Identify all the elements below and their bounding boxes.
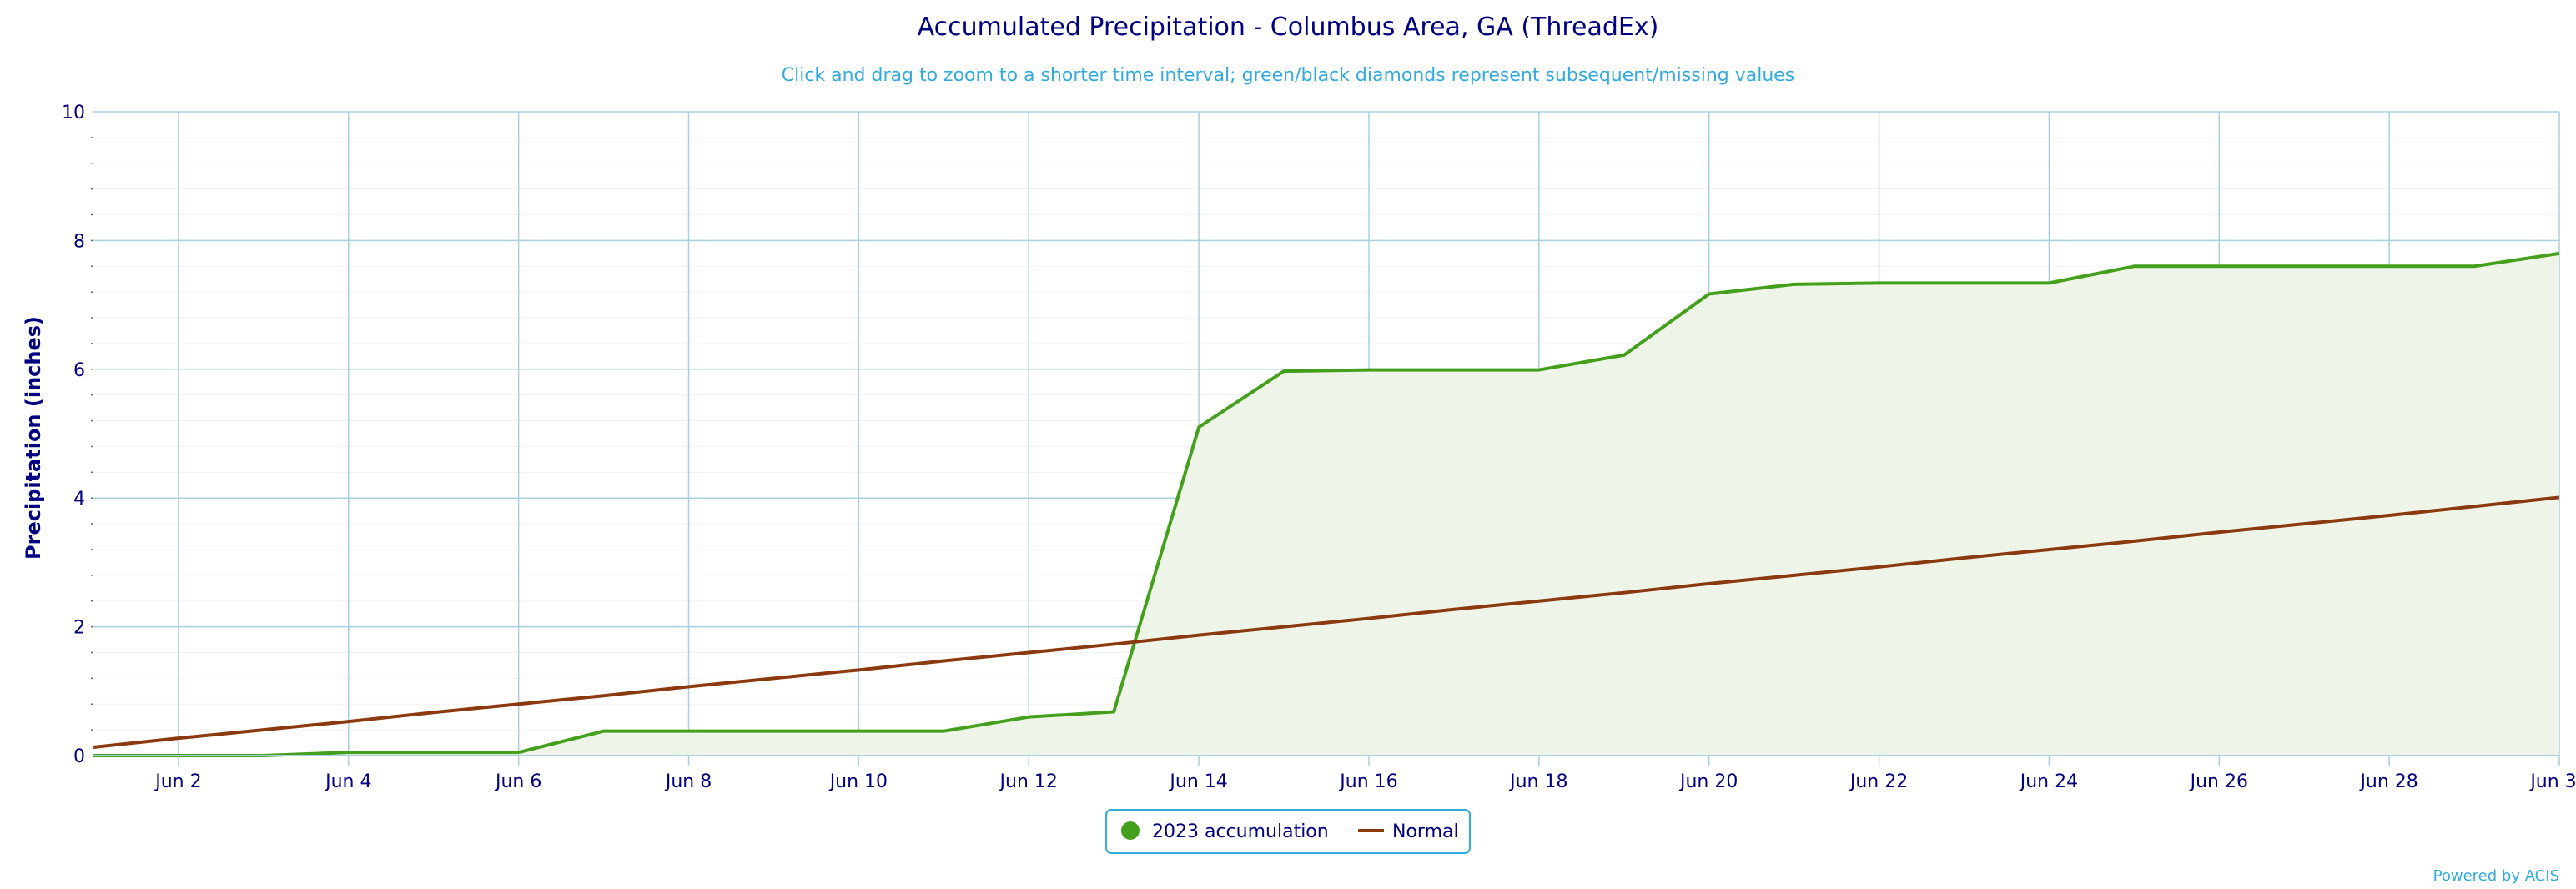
y-axis-title: Precipitation (inches)	[22, 316, 45, 560]
x-tick-label: Jun 26	[2189, 771, 2248, 792]
x-tick-label: Jun 18	[1508, 771, 1567, 792]
y-tick-label: 6	[73, 360, 85, 381]
x-tick-label: Jun 30	[2528, 771, 2576, 792]
y-tick-label: 2	[73, 618, 85, 639]
y-tick-label: 8	[73, 231, 85, 252]
y-tick-label: 10	[62, 103, 85, 123]
x-tick-label: Jun 12	[999, 771, 1058, 792]
legend-item-observed[interactable]: 2023 accumulation	[1121, 821, 1329, 842]
legend-observed-marker	[1121, 821, 1140, 840]
x-tick-label: Jun 14	[1168, 771, 1227, 792]
x-tick-label: Jun 8	[664, 771, 712, 792]
legend-observed-label: 2023 accumulation	[1152, 821, 1329, 842]
credits-link[interactable]: Powered by ACIS	[2433, 867, 2559, 885]
series-observed-area	[93, 253, 2559, 756]
x-tick-label: Jun 10	[828, 771, 888, 792]
x-tick-label: Jun 24	[2019, 771, 2078, 792]
legend: 2023 accumulation Normal	[1105, 809, 1471, 854]
chart-title: Accumulated Precipitation - Columbus Are…	[918, 13, 1659, 42]
plot-area[interactable]	[93, 251, 2560, 757]
y-tick-label: 4	[73, 489, 85, 510]
series-normal-line	[93, 495, 2560, 749]
x-tick-label: Jun 28	[2358, 771, 2418, 792]
legend-item-normal[interactable]: Normal	[1358, 821, 1459, 842]
x-tick-label: Jun 20	[1678, 771, 1738, 792]
x-tick-label: Jun 22	[1849, 771, 1908, 792]
x-tick-label: Jun 16	[1338, 771, 1397, 792]
legend-normal-label: Normal	[1392, 821, 1459, 842]
x-tick-label: Jun 2	[153, 771, 201, 792]
y-tick-label: 0	[73, 746, 85, 767]
chart-subtitle: Click and drag to zoom to a shorter time…	[782, 65, 1795, 86]
legend-box	[1105, 809, 1471, 854]
x-tick-label: Jun 4	[324, 771, 371, 792]
x-tick-label: Jun 6	[494, 771, 541, 792]
axes: 0 2 4 6 8 10 Jun 2 Jun 4 Jun 6 Jun 8 Jun 10 Jun 12 J…	[62, 103, 2576, 792]
series-observed-line	[93, 251, 2560, 757]
